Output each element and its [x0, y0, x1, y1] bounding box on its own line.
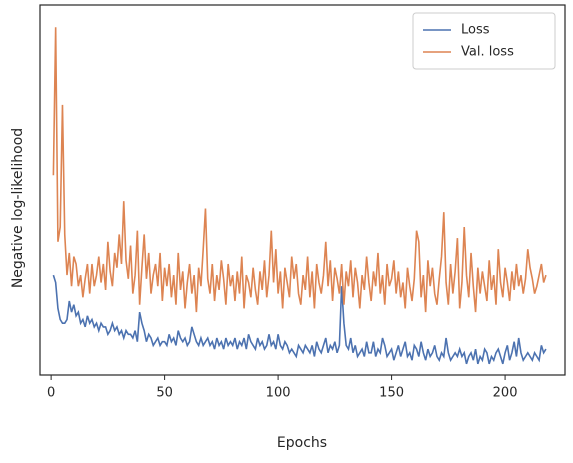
legend-box	[412, 12, 556, 70]
x-tick-label: 0	[47, 386, 55, 401]
y-axis-label: Negative log-likelihood	[10, 128, 26, 288]
x-axis-label: Epochs	[277, 435, 327, 451]
x-tick-label: 50	[156, 386, 173, 401]
legend-label: Val. loss	[461, 45, 514, 60]
line-series	[52, 27, 547, 313]
x-tick-label: 200	[493, 386, 518, 401]
x-tick-label: 100	[266, 386, 291, 401]
legend-label: Loss	[461, 23, 490, 38]
x-tick-label: 150	[379, 386, 404, 401]
line-series	[52, 274, 547, 365]
